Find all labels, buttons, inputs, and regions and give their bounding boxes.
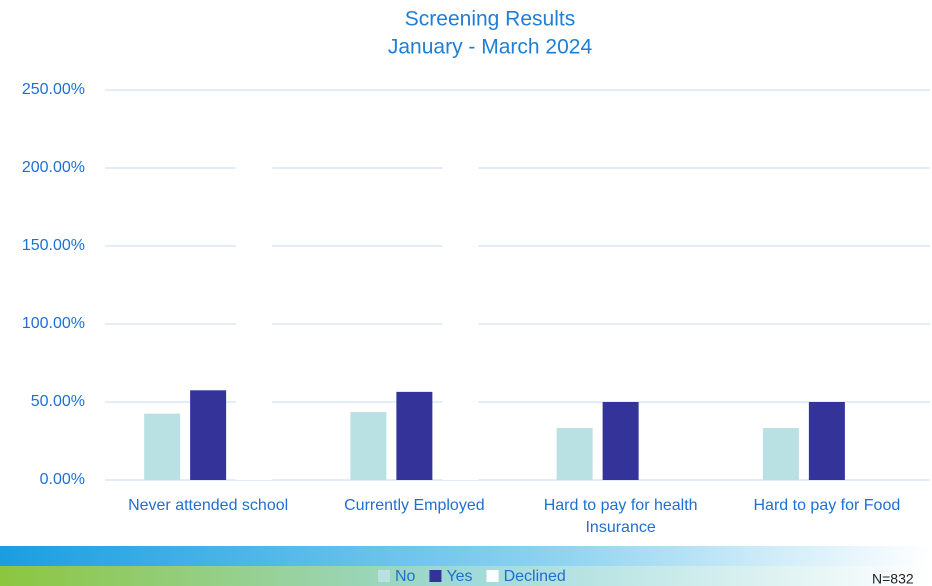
legend-label: Declined [504,568,566,585]
bar [808,402,845,480]
bar [350,412,387,480]
legend-swatch [486,570,499,582]
y-tick-label: 250.00% [22,81,85,98]
bar [442,164,479,480]
chart-subtitle: January - March 2024 [388,36,593,59]
bar [556,428,593,480]
x-tick-label: Hard to pay for health Insurance [543,497,698,536]
bar [396,391,433,480]
y-tick-label: 150.00% [22,237,85,254]
legend-label: No [395,568,416,585]
x-tick-label: Never attended school [128,497,289,514]
y-tick-label: 50.00% [31,393,85,410]
y-tick-label: 100.00% [22,315,85,332]
decor-band [0,546,932,566]
bar [762,428,799,480]
bar [602,402,639,480]
chart-title: Screening Results [405,8,575,31]
annotation: N=832 [872,571,914,586]
x-tick-label: Currently Employed [344,497,485,514]
legend-swatch [429,570,442,582]
x-tick-label: Hard to pay for Food [753,497,901,514]
bar [190,390,227,480]
bar [144,413,181,480]
y-tick-label: 200.00% [22,159,85,176]
y-tick-label: 0.00% [40,471,85,488]
decor-band [0,566,932,586]
legend-swatch [378,570,390,582]
legend-label: Yes [446,568,472,585]
bar [236,164,273,480]
